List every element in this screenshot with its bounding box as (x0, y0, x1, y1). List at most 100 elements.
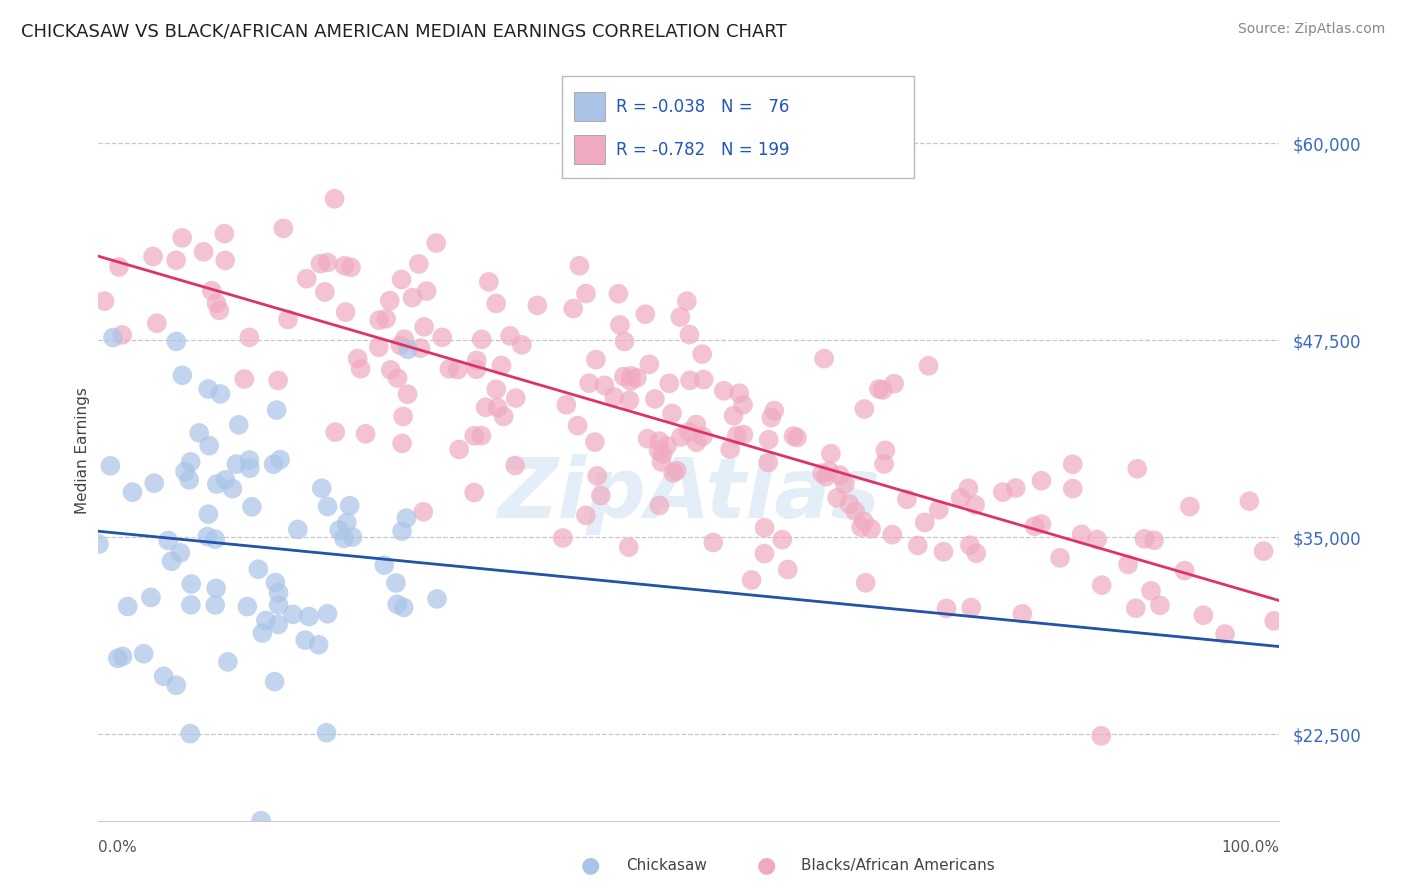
Point (811, 467, 834, 481)
Point (389, 338, 412, 352)
Point (585, 352, 607, 367)
Point (661, 407, 683, 421)
Point (872, 383, 894, 397)
Point (87, 537, 110, 551)
Point (336, 516, 359, 530)
Point (1140, 583, 1163, 598)
Point (93, 294, 115, 309)
Text: Source: ZipAtlas.com: Source: ZipAtlas.com (1237, 22, 1385, 37)
Point (725, 428, 748, 442)
Point (294, 633, 316, 648)
Point (914, 516, 936, 530)
Point (763, 403, 786, 417)
Point (205, 477, 228, 491)
Point (620, 374, 643, 388)
Point (165, 253, 187, 268)
Point (702, 535, 724, 549)
Point (323, 425, 346, 439)
Point (503, 458, 526, 473)
Point (583, 435, 606, 450)
Point (820, 447, 842, 461)
Point (342, 530, 364, 544)
Point (825, 491, 848, 505)
Point (1263, 614, 1285, 628)
Point (391, 272, 413, 286)
Point (935, 601, 957, 615)
Point (492, 409, 515, 424)
Point (193, 244, 215, 259)
Point (1004, 481, 1026, 495)
Point (439, 362, 461, 376)
Point (198, 439, 221, 453)
Point (100, 458, 122, 473)
Point (295, 271, 318, 285)
Point (932, 545, 955, 559)
Point (392, 409, 415, 424)
Point (233, 372, 256, 386)
Point (309, 257, 332, 271)
Point (853, 402, 876, 417)
Point (855, 575, 877, 590)
Point (395, 511, 418, 525)
Point (882, 527, 904, 541)
Point (208, 303, 231, 318)
Point (311, 481, 333, 495)
Point (368, 313, 391, 327)
Y-axis label: Median Earnings: Median Earnings (75, 387, 90, 514)
Point (412, 505, 434, 519)
Point (603, 390, 626, 404)
Point (264, 575, 287, 590)
Point (139, 591, 162, 605)
Point (526, 298, 548, 312)
Point (613, 369, 636, 384)
Point (333, 532, 356, 546)
Point (396, 343, 419, 357)
Point (868, 382, 890, 396)
Point (754, 521, 776, 535)
Point (1070, 527, 1092, 541)
Point (860, 522, 883, 536)
Point (121, 485, 143, 500)
Point (267, 598, 290, 612)
Point (349, 361, 371, 376)
Point (117, 599, 139, 614)
Point (669, 310, 692, 324)
Point (1031, 474, 1053, 488)
Point (267, 374, 290, 388)
Point (651, 447, 673, 461)
Point (568, 259, 591, 273)
Point (315, 725, 337, 739)
Point (409, 341, 432, 355)
Point (648, 434, 671, 448)
Point (269, 452, 291, 467)
Point (1192, 608, 1215, 623)
Point (205, 582, 228, 596)
Point (346, 351, 368, 366)
Point (875, 443, 897, 458)
Point (1011, 607, 1033, 621)
Point (928, 503, 950, 517)
Point (626, 371, 648, 385)
Point (214, 253, 236, 268)
Point (1149, 599, 1171, 613)
Point (644, 392, 666, 406)
Point (239, 461, 262, 475)
Point (815, 469, 838, 483)
Point (474, 401, 496, 415)
Point (620, 368, 643, 383)
Point (852, 515, 875, 529)
Point (650, 455, 672, 469)
Point (578, 376, 600, 391)
Point (335, 305, 357, 319)
Point (273, 221, 295, 235)
Point (447, 362, 470, 376)
Point (391, 436, 413, 450)
Point (1174, 564, 1197, 578)
Point (959, 538, 981, 552)
Point (648, 499, 671, 513)
Point (205, 296, 228, 310)
Point (263, 674, 285, 689)
Point (638, 357, 661, 371)
Point (1062, 457, 1084, 471)
Point (425, 235, 447, 250)
